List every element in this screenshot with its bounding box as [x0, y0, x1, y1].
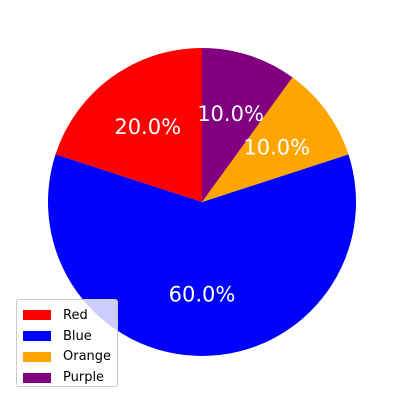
legend-swatch-blue: [23, 331, 51, 342]
pie-slices: [47, 48, 356, 356]
legend-swatch-purple: [23, 372, 51, 383]
legend-item-orange: Orange: [23, 347, 117, 368]
pie-slice-red: [55, 48, 203, 202]
pie-label-purple: 10.0%: [197, 102, 264, 126]
pie-percent-labels: 20.0% 60.0% 10.0% 10.0%: [114, 102, 310, 306]
pie-slice-orange: [202, 77, 349, 202]
pie-slice-blue: [47, 154, 356, 356]
legend-label-blue: Blue: [63, 328, 92, 344]
legend-label-red: Red: [63, 307, 88, 323]
legend-label-orange: Orange: [63, 349, 112, 365]
legend-item-purple: Purple: [23, 367, 117, 388]
pie-slice-purple: [202, 48, 293, 202]
pie-label-blue: 60.0%: [169, 282, 236, 306]
legend-item-red: Red: [23, 305, 117, 326]
chart-legend: Red Blue Orange Purple: [16, 299, 118, 387]
legend-item-blue: Blue: [23, 326, 117, 347]
pie-label-orange: 10.0%: [243, 136, 310, 160]
legend-swatch-red: [23, 310, 51, 321]
legend-label-purple: Purple: [63, 370, 105, 386]
legend-swatch-orange: [23, 351, 51, 362]
pie-label-red: 20.0%: [114, 115, 181, 139]
